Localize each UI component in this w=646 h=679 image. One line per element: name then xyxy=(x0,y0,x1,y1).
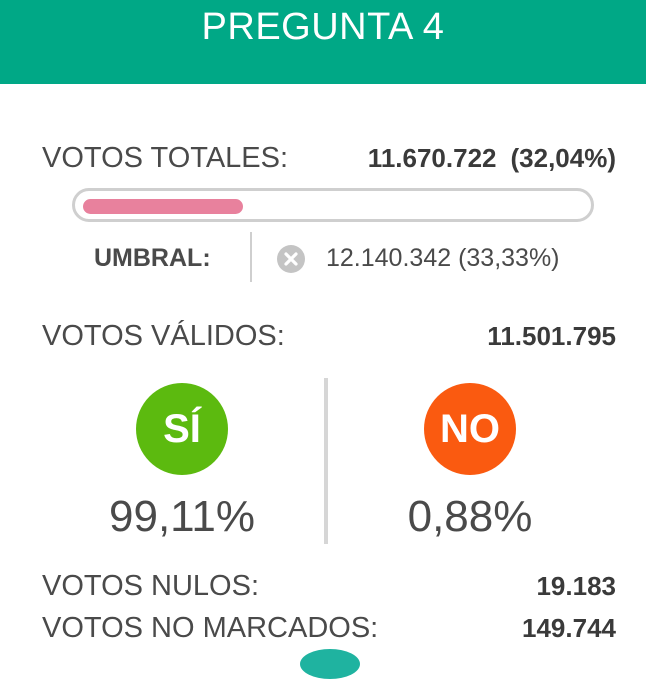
next-section-peek xyxy=(300,649,360,679)
turnout-progress-bar xyxy=(72,188,594,222)
total-votes-count: 11.670.722 xyxy=(367,143,497,173)
valid-votes-row: VOTOS VÁLIDOS: 11.501.795 xyxy=(42,320,616,353)
no-badge: NO xyxy=(424,383,516,475)
unmarked-votes-label: VOTOS NO MARCADOS: xyxy=(42,612,379,644)
options-divider xyxy=(324,378,328,544)
threshold-divider xyxy=(250,232,252,282)
question-title: PREGUNTA 4 xyxy=(201,6,445,48)
null-votes-value: 19.183 xyxy=(536,571,616,601)
question-header: PREGUNTA 4 xyxy=(0,0,646,84)
unmarked-votes-value: 149.744 xyxy=(522,613,616,643)
unmarked-votes-row: VOTOS NO MARCADOS: 149.744 xyxy=(42,612,616,645)
valid-votes-label: VOTOS VÁLIDOS: xyxy=(42,320,285,352)
threshold-value: 12.140.342 (33,33%) xyxy=(326,244,560,272)
threshold-label: UMBRAL: xyxy=(94,244,211,272)
total-votes-row: VOTOS TOTALES: 11.670.722 (32,04%) xyxy=(42,142,616,175)
x-circle-icon xyxy=(277,245,305,273)
valid-votes-value: 11.501.795 xyxy=(487,321,616,351)
no-percent: 0,88% xyxy=(407,492,533,541)
yes-badge: SÍ xyxy=(136,383,228,475)
null-votes-label: VOTOS NULOS: xyxy=(42,570,260,602)
turnout-progress-fill xyxy=(83,199,243,214)
null-votes-row: VOTOS NULOS: 19.183 xyxy=(42,570,616,603)
total-votes-label: VOTOS TOTALES: xyxy=(42,142,289,174)
yes-percent: 99,11% xyxy=(109,492,255,541)
total-votes-percent: (32,04%) xyxy=(510,143,617,173)
total-votes-value: 11.670.722 (32,04%) xyxy=(368,143,616,174)
